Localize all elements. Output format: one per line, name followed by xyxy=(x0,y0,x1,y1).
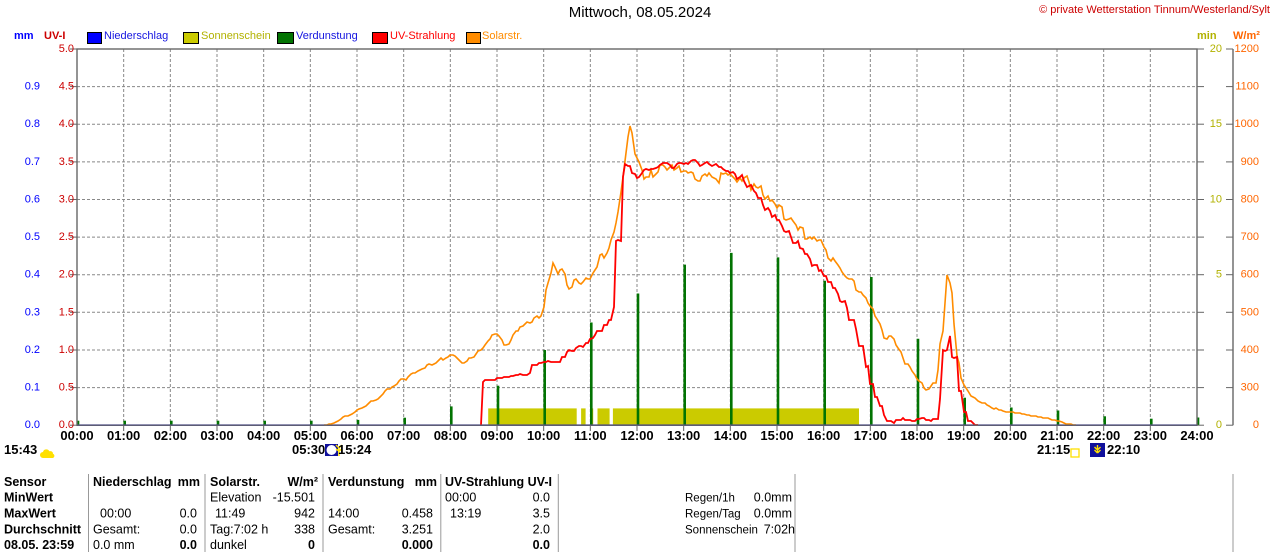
svg-text:10:00: 10:00 xyxy=(527,428,560,443)
svg-text:3.0: 3.0 xyxy=(59,194,74,206)
svg-text:4.5: 4.5 xyxy=(59,81,74,93)
svg-text:17:00: 17:00 xyxy=(854,428,887,443)
svg-text:07:00: 07:00 xyxy=(387,428,420,443)
svg-text:2.0: 2.0 xyxy=(59,269,74,281)
svg-text:3.5: 3.5 xyxy=(59,156,74,168)
svg-text:0.5: 0.5 xyxy=(59,382,74,394)
svg-text:500: 500 xyxy=(1241,306,1259,318)
svg-text:0.1: 0.1 xyxy=(25,382,40,394)
svg-text:23:00: 23:00 xyxy=(1134,428,1167,443)
svg-text:400: 400 xyxy=(1241,344,1259,356)
svg-text:1200: 1200 xyxy=(1235,43,1259,55)
svg-text:22:00: 22:00 xyxy=(1087,428,1120,443)
svg-text:1.5: 1.5 xyxy=(59,306,74,318)
svg-text:04:00: 04:00 xyxy=(247,428,280,443)
svg-text:06:00: 06:00 xyxy=(340,428,373,443)
svg-text:0: 0 xyxy=(1216,419,1222,431)
svg-text:19:00: 19:00 xyxy=(947,428,980,443)
svg-text:09:00: 09:00 xyxy=(480,428,513,443)
svg-text:21:00: 21:00 xyxy=(1040,428,1073,443)
svg-text:0.4: 0.4 xyxy=(25,269,40,281)
svg-text:24:00: 24:00 xyxy=(1180,428,1213,443)
svg-text:15: 15 xyxy=(1210,118,1222,130)
svg-text:11:00: 11:00 xyxy=(574,428,607,443)
svg-text:0.7: 0.7 xyxy=(25,156,40,168)
svg-text:00:00: 00:00 xyxy=(60,428,93,443)
svg-text:20: 20 xyxy=(1210,43,1222,55)
svg-text:2.5: 2.5 xyxy=(59,231,74,243)
svg-text:5.0: 5.0 xyxy=(59,43,74,55)
svg-text:0.5: 0.5 xyxy=(25,231,40,243)
svg-text:14:00: 14:00 xyxy=(714,428,747,443)
svg-text:0.3: 0.3 xyxy=(25,306,40,318)
svg-text:0: 0 xyxy=(1253,419,1259,431)
svg-text:4.0: 4.0 xyxy=(59,118,74,130)
svg-text:13:00: 13:00 xyxy=(667,428,700,443)
svg-text:700: 700 xyxy=(1241,231,1259,243)
svg-text:900: 900 xyxy=(1241,156,1259,168)
svg-text:1000: 1000 xyxy=(1235,118,1259,130)
svg-text:08:00: 08:00 xyxy=(434,428,467,443)
svg-text:0.2: 0.2 xyxy=(25,344,40,356)
svg-text:1100: 1100 xyxy=(1235,81,1259,93)
svg-text:1.0: 1.0 xyxy=(59,344,74,356)
svg-text:10: 10 xyxy=(1210,194,1222,206)
svg-text:800: 800 xyxy=(1241,194,1259,206)
svg-text:02:00: 02:00 xyxy=(154,428,187,443)
svg-text:0.9: 0.9 xyxy=(25,81,40,93)
svg-text:300: 300 xyxy=(1241,382,1259,394)
svg-text:0.0: 0.0 xyxy=(25,419,40,431)
svg-text:03:00: 03:00 xyxy=(200,428,233,443)
svg-text:15:00: 15:00 xyxy=(760,428,793,443)
svg-text:12:00: 12:00 xyxy=(620,428,653,443)
svg-text:16:00: 16:00 xyxy=(807,428,840,443)
svg-text:0.6: 0.6 xyxy=(25,194,40,206)
svg-text:18:00: 18:00 xyxy=(900,428,933,443)
svg-text:01:00: 01:00 xyxy=(107,428,140,443)
svg-text:05:00: 05:00 xyxy=(294,428,327,443)
svg-text:5: 5 xyxy=(1216,269,1222,281)
svg-text:0.8: 0.8 xyxy=(25,118,40,130)
svg-text:600: 600 xyxy=(1241,269,1259,281)
svg-text:20:00: 20:00 xyxy=(994,428,1027,443)
